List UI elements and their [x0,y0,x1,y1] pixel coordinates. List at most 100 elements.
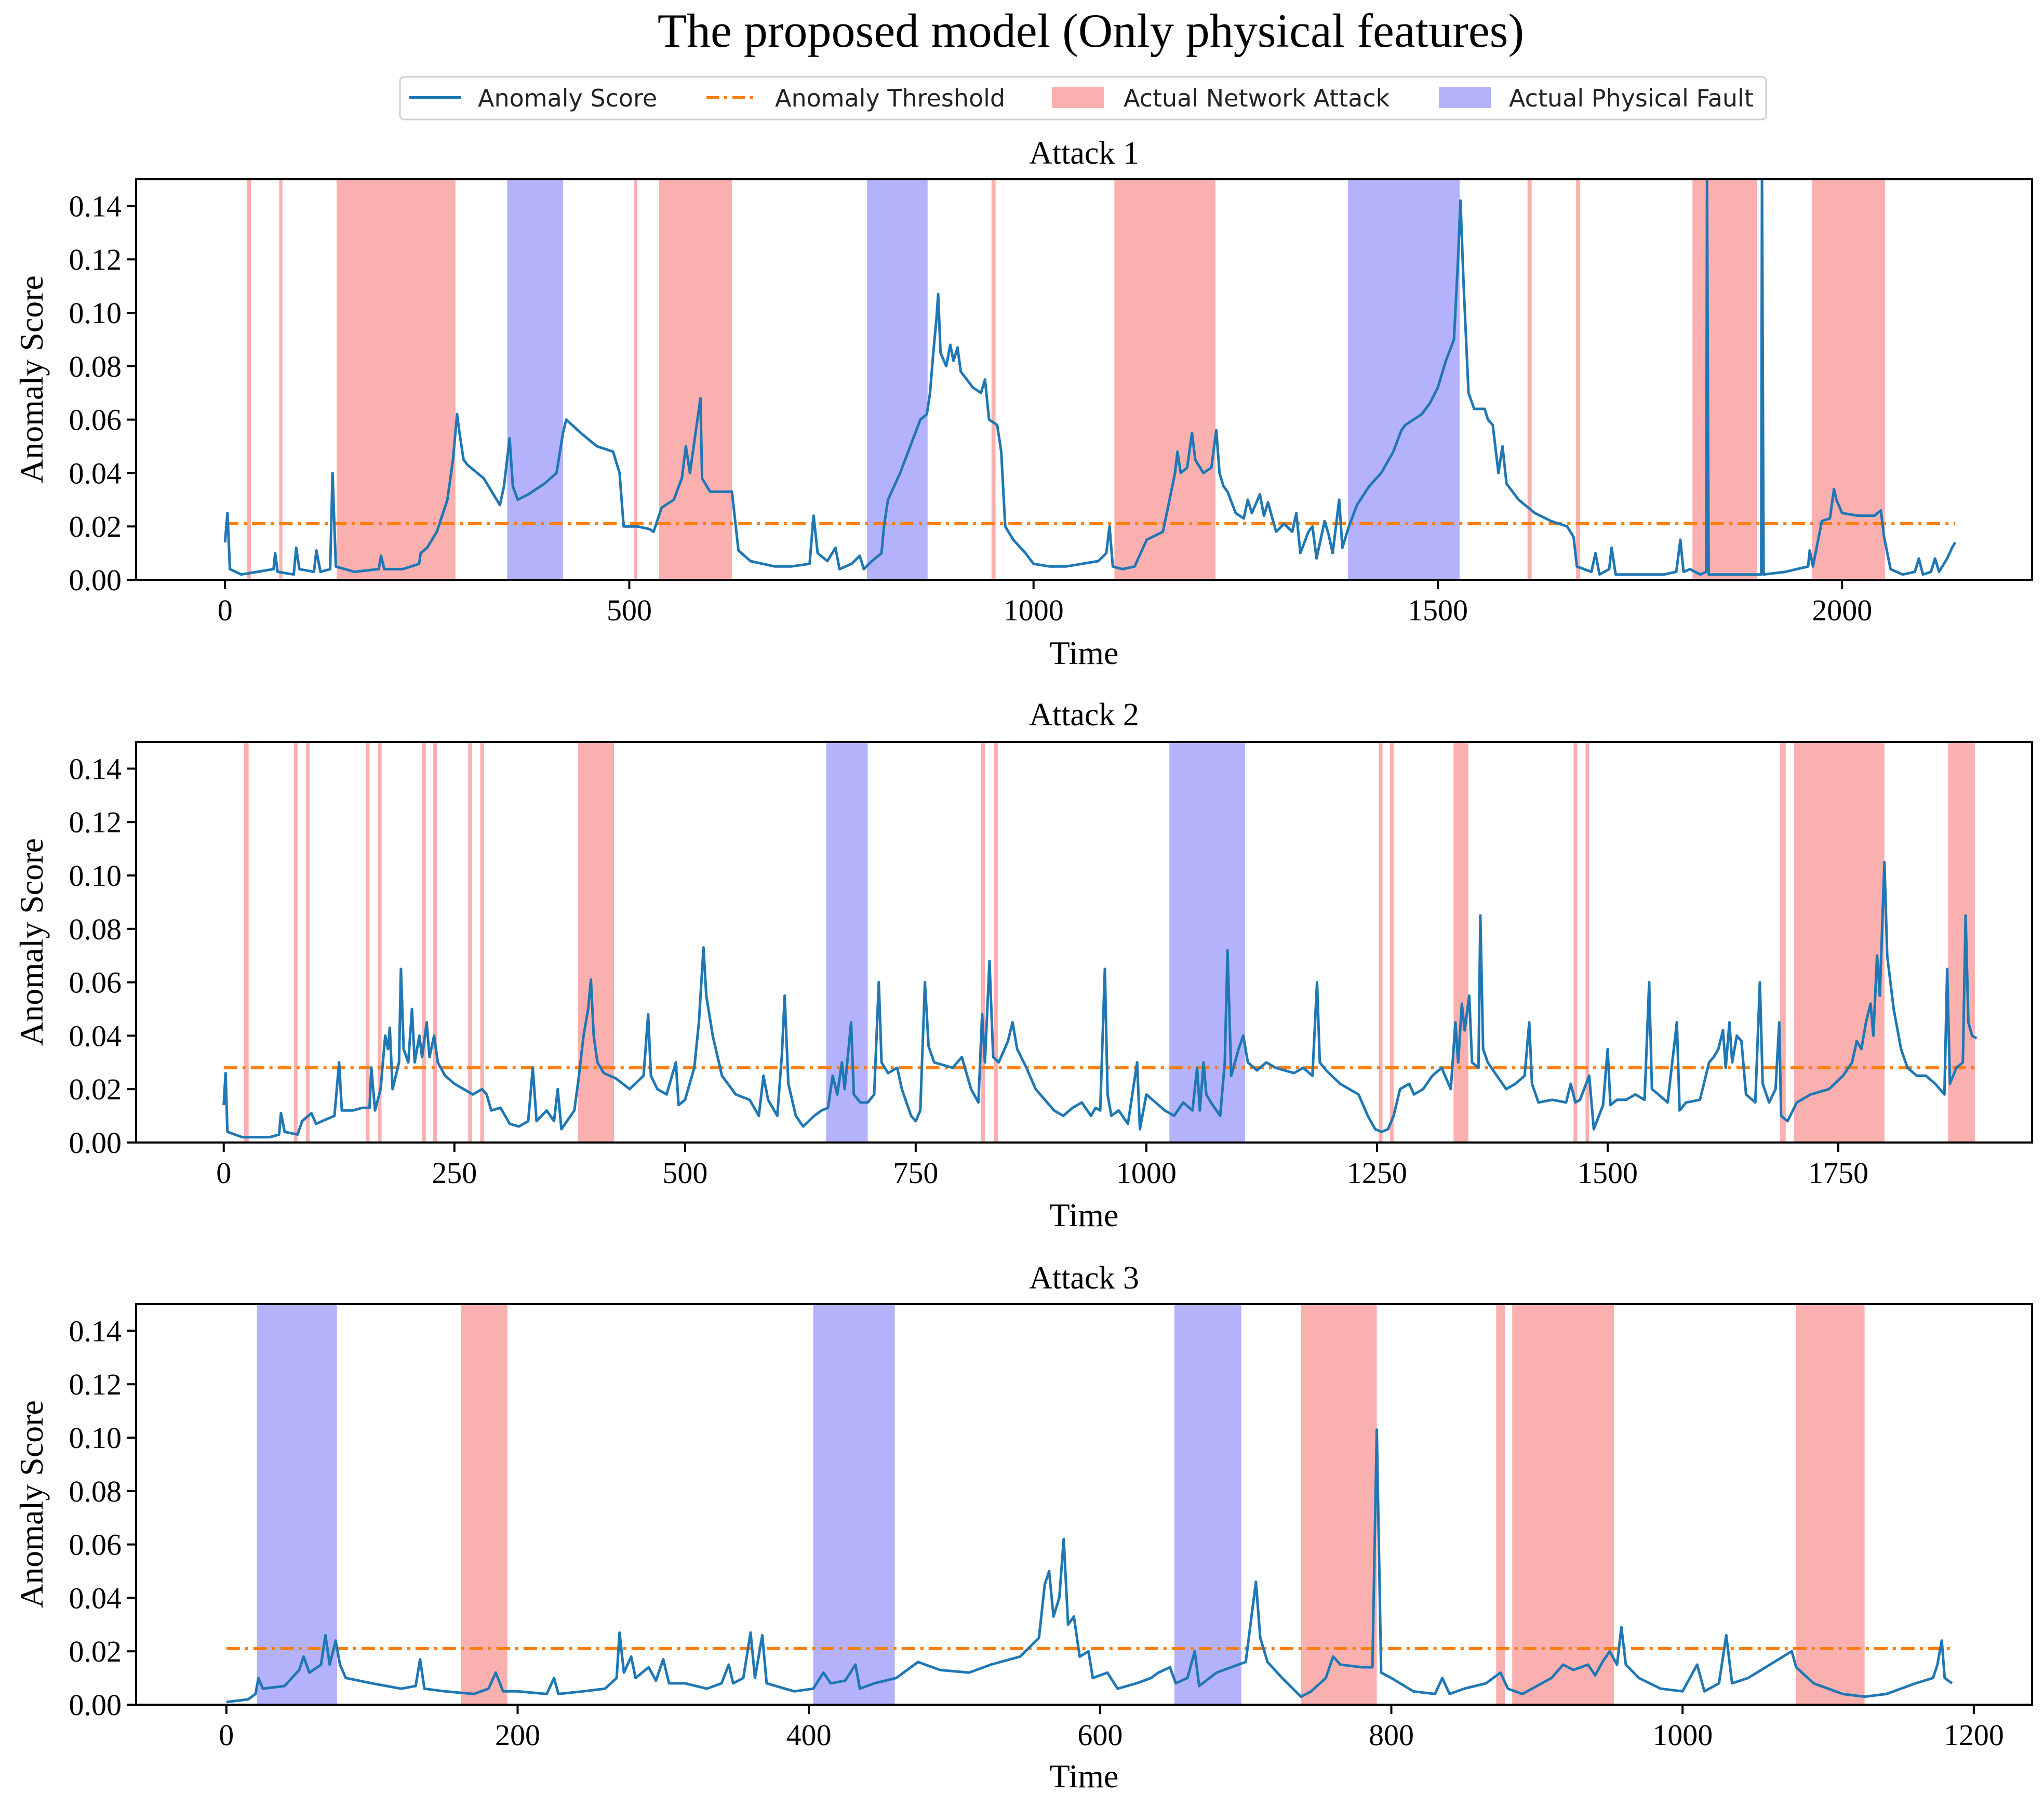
x-axis-label: Time [1050,1197,1119,1233]
subplot-title: Attack 3 [1029,1260,1139,1296]
subplot-title: Attack 2 [1029,697,1139,733]
x-tick-label: 200 [495,1718,540,1752]
y-tick-label: 0.10 [69,1421,122,1455]
plot-frame [135,1303,2033,1706]
x-tick-label: 1500 [1578,1156,1638,1190]
network-attack-span [461,1304,507,1705]
network-attack-span [1585,742,1589,1143]
network-attack-span [1794,742,1885,1143]
x-tick-label: 1750 [1808,1156,1868,1190]
x-tick-label: 2000 [1812,593,1872,627]
y-tick-label: 0.06 [69,966,122,1000]
x-tick-label: 0 [219,1718,234,1752]
y-tick-label: 0.12 [69,1367,122,1401]
legend-swatch-physical-fault [1439,87,1491,108]
x-tick-label: 500 [607,593,652,627]
subplot-attack-2: Attack 2 0.00 0.02 0.04 0.06 0.08 0.10 0.12 0.1… [13,697,2033,1233]
y-tick-label: 0.08 [69,350,122,383]
y-tick-label: 0.04 [69,1581,122,1615]
legend-label-anomaly-threshold: Anomaly Threshold [775,84,1005,112]
plot-frame [135,741,2033,1144]
y-tick-label: 0.14 [69,752,122,786]
network-attack-span [1453,742,1468,1143]
network-attack-span [634,179,638,580]
y-tick-label: 0.00 [69,1688,122,1722]
network-attack-span [1512,1304,1614,1705]
x-tick-label: 250 [432,1156,477,1190]
subplot-attack-1: Attack 1 0.00 0.02 0.04 0.06 0.08 0.10 0.12 0.1… [13,136,2033,671]
network-attack-span [1780,742,1786,1143]
physical-fault-span [1174,1304,1241,1705]
y-tick-label: 0.06 [69,403,122,437]
x-tick-label: 1500 [1408,593,1468,627]
physical-fault-span [507,179,563,580]
figure-title: The proposed model (Only physical featur… [658,4,1524,57]
network-attack-span [578,742,614,1143]
x-tick-label: 800 [1369,1718,1414,1752]
y-tick-label: 0.10 [69,296,122,330]
anomaly-score-line [222,860,1978,1139]
network-attack-span [378,742,382,1143]
legend-label-anomaly-score: Anomaly Score [478,84,657,112]
network-attack-span [1496,1304,1505,1705]
network-attack-span [1114,179,1215,580]
network-attack-span [279,179,283,580]
network-attack-span [1390,742,1394,1143]
network-attack-span [244,742,249,1143]
y-tick-label: 0.02 [69,510,122,543]
network-attack-span [991,179,996,580]
y-tick-label: 0.14 [69,1314,122,1348]
legend-swatch-network-attack [1052,87,1104,108]
y-tick-label: 0.00 [69,563,122,597]
y-tick-label: 0.00 [69,1126,122,1160]
x-tick-label: 1000 [1004,593,1064,627]
legend-label-physical-fault: Actual Physical Fault [1509,84,1754,112]
y-tick-label: 0.04 [69,456,122,490]
x-tick-label: 600 [1077,1718,1123,1752]
physical-fault-span [813,1304,895,1705]
x-tick-label: 500 [662,1156,707,1190]
network-attack-span [1301,1304,1377,1705]
network-attack-span [366,742,370,1143]
network-attack-span [1573,742,1578,1143]
subplot-attack-3: Attack 3 0.00 0.02 0.04 0.06 0.08 0.10 0.12 0.1… [13,1260,2033,1795]
y-tick-label: 0.12 [69,805,122,839]
network-attack-span [305,742,310,1143]
network-attack-span [433,742,437,1143]
network-attack-span [1576,179,1580,580]
x-axis-label: Time [1050,634,1119,671]
network-attack-span [994,742,998,1143]
y-tick-label: 0.08 [69,912,122,946]
y-tick-label: 0.02 [69,1072,122,1106]
x-tick-label: 0 [216,1156,231,1190]
network-attack-span [247,179,251,580]
network-attack-span [337,179,456,580]
y-axis-label: Anomaly Score [13,838,50,1046]
x-tick-label: 0 [218,593,233,627]
network-attack-span [1948,742,1975,1143]
legend-label-network-attack: Actual Network Attack [1124,84,1390,112]
network-attack-span [1379,742,1383,1143]
network-attack-span [293,742,298,1143]
network-attack-span [1692,179,1757,580]
x-tick-label: 1000 [1652,1718,1713,1752]
subplot-title: Attack 1 [1029,136,1139,171]
x-tick-label: 1200 [1944,1718,2004,1752]
y-axis-label: Anomaly Score [13,275,50,483]
x-axis-label: Time [1050,1758,1119,1795]
y-tick-label: 0.02 [69,1635,122,1668]
network-attack-span [480,742,484,1143]
plot-frame [135,178,2033,581]
y-tick-label: 0.12 [69,243,122,276]
physical-fault-span [1348,179,1460,580]
network-attack-span [1527,179,1532,580]
x-tick-label: 1250 [1347,1156,1407,1190]
x-tick-label: 1000 [1116,1156,1177,1190]
y-tick-label: 0.10 [69,859,122,893]
y-tick-label: 0.08 [69,1475,122,1508]
network-attack-span [659,179,732,580]
y-tick-label: 0.04 [69,1019,122,1053]
physical-fault-span [1169,742,1245,1143]
network-attack-span [422,742,426,1143]
